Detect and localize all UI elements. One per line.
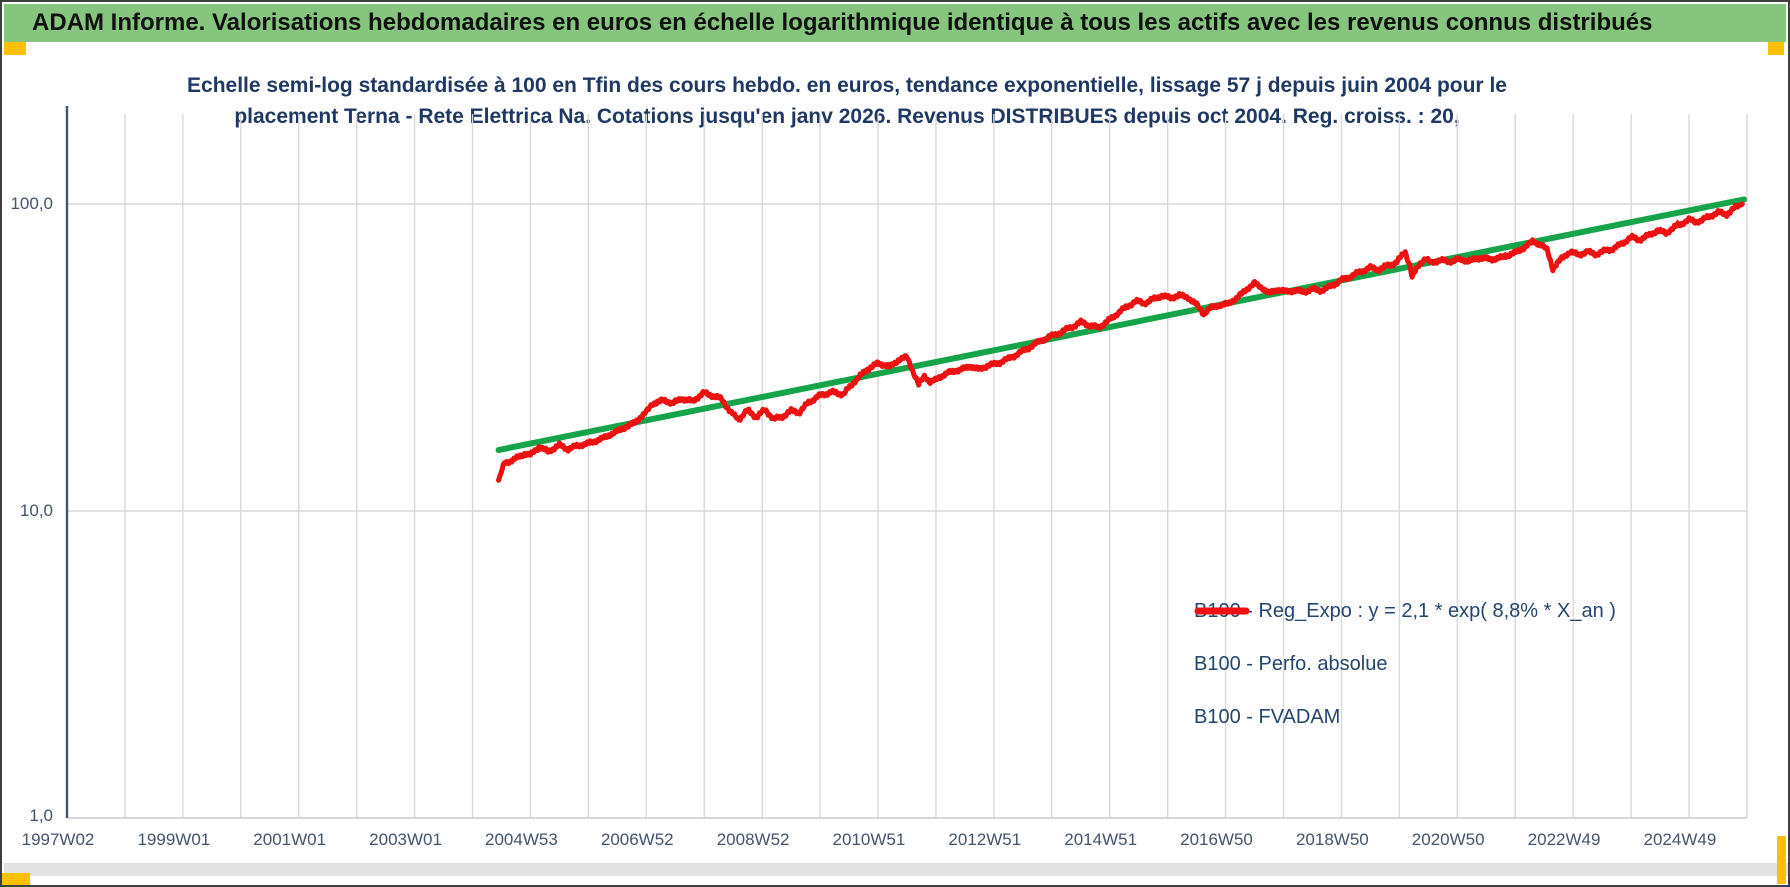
x-axis-tick: 1997W02 (21, 830, 95, 849)
bottom-scroll-strip (4, 863, 1788, 876)
gold-handle-top-right (1768, 42, 1784, 55)
x-axis-tick: 2006W52 (600, 830, 674, 849)
gold-handle-top-left (4, 42, 26, 55)
chart-title-line1: Echelle semi-log standardisée à 100 en T… (187, 74, 1507, 97)
legend-label: B100 - Reg_Expo : y = 2,1 * exp( 8,8% * … (1194, 599, 1616, 622)
x-axis-tick: 2001W01 (253, 830, 327, 849)
legend-line-solid-red-icon (1194, 607, 1250, 615)
y-axis-tick: 10,0 (19, 501, 53, 520)
chart-legend: B100 - Reg_Expo : y = 2,1 * exp( 8,8% * … (1194, 594, 1616, 734)
x-axis-tick: 2003W01 (369, 830, 442, 849)
x-axis-tick: 2008W52 (716, 830, 790, 849)
legend-item-fvadam: B100 - FVADAM (1194, 607, 1616, 734)
x-axis-tick: 2024W49 (1643, 830, 1717, 849)
x-axis-tick: 2014W51 (1064, 830, 1138, 849)
chart-title: Echelle semi-log standardisée à 100 en T… (67, 70, 1627, 132)
x-axis-tick: 2004W53 (485, 830, 558, 849)
header-bar: ADAM Informe. Valorisations hebdomadaire… (4, 4, 1786, 42)
legend-label: B100 - FVADAM (1194, 705, 1341, 728)
chart-title-line2: placement Terna - Rete Elettrica Na. Cot… (234, 105, 1460, 128)
legend-item-perfo-absolue: B100 - Perfo. absolue (1194, 608, 1616, 681)
gold-handle-bottom-left (2, 873, 30, 885)
x-axis-tick: 2012W51 (948, 830, 1022, 849)
page-title: ADAM Informe. Valorisations hebdomadaire… (32, 9, 1653, 36)
x-axis-tick: 2020W50 (1411, 830, 1485, 849)
x-axis-tick: 2010W51 (832, 830, 906, 849)
x-axis-tick: 1999W01 (137, 830, 211, 849)
y-axis-tick: 1,0 (29, 806, 53, 825)
legend-item-reg-expo: B100 - Reg_Expo : y = 2,1 * exp( 8,8% * … (1194, 594, 1616, 628)
y-axis-tick: 100,0 (10, 194, 53, 213)
gold-handle-bottom-right (1777, 836, 1786, 884)
x-axis-tick: 2018W50 (1295, 830, 1369, 849)
x-axis-tick: 2016W50 (1180, 830, 1253, 849)
x-axis-tick: 2022W49 (1527, 830, 1601, 849)
legend-label: B100 - Perfo. absolue (1194, 652, 1388, 675)
